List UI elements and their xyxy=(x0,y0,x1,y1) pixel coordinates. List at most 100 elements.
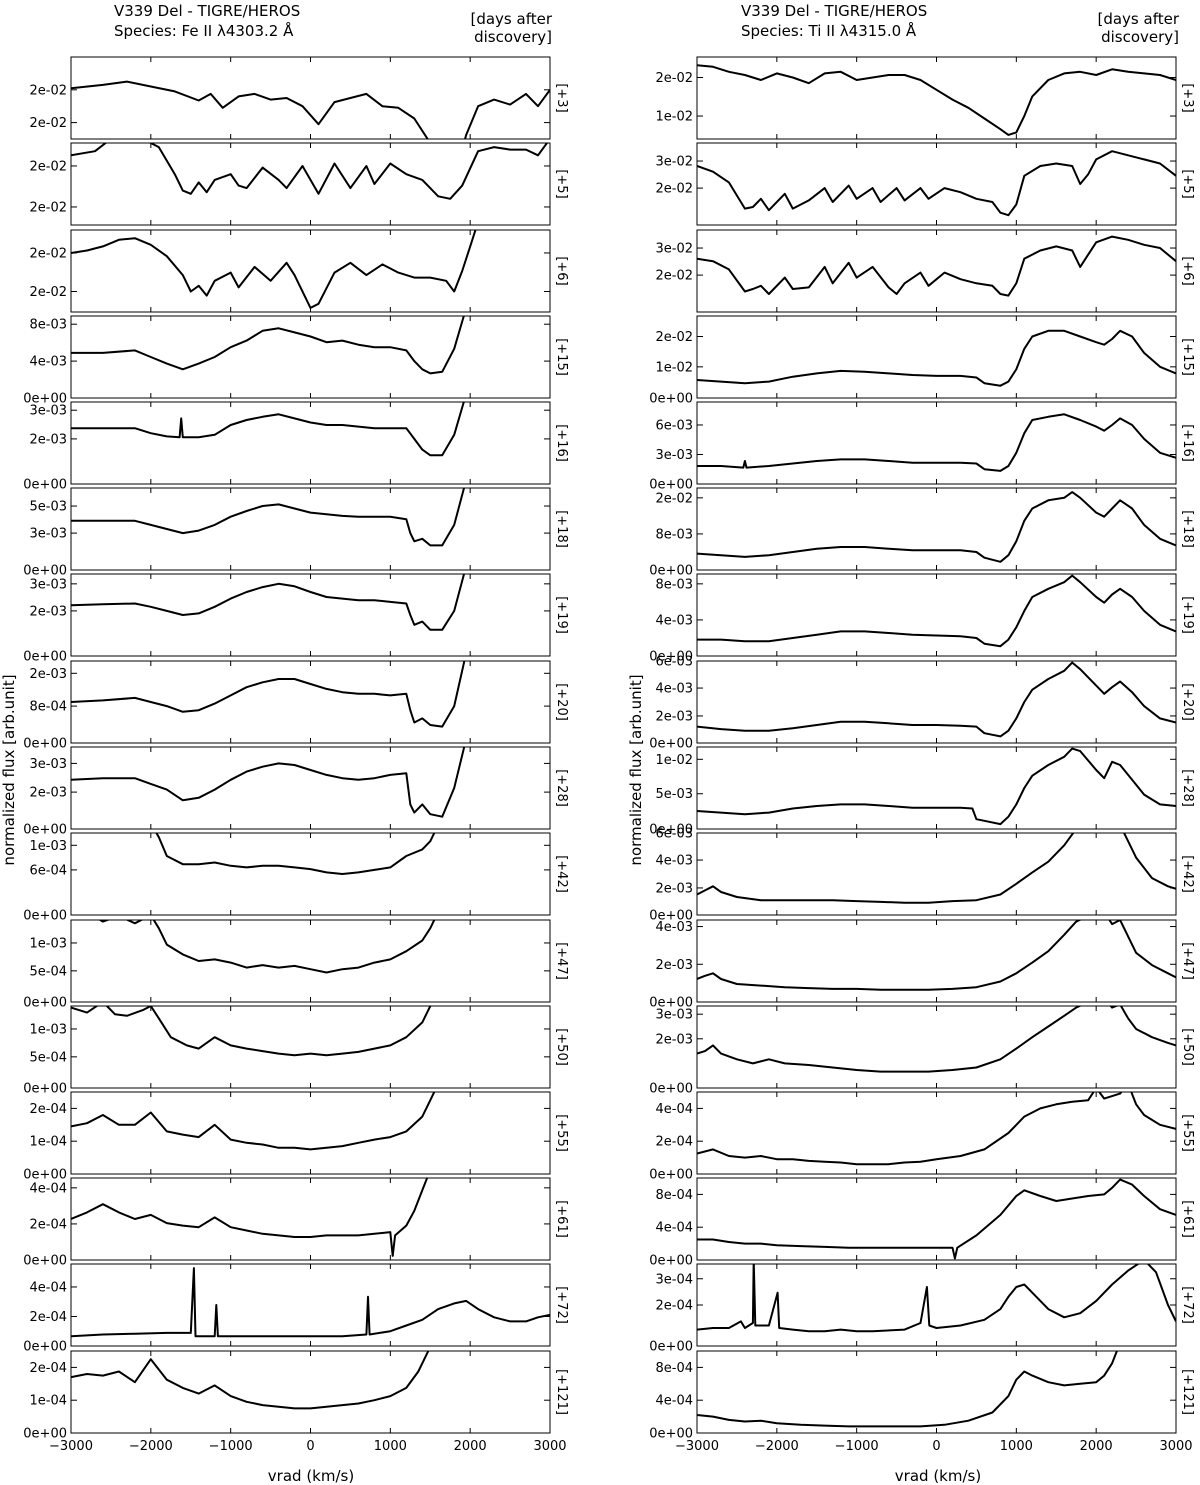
left-y-tick-label: 2e-04 xyxy=(29,1217,67,1232)
right-y-tick-label: 3e-03 xyxy=(655,448,693,463)
right-days-header-line1: [days after xyxy=(1097,10,1179,28)
right-y-tick-label: 4e-03 xyxy=(655,682,693,697)
left-day-label: [+121] xyxy=(554,1369,569,1415)
right-y-tick-label: 6e-03 xyxy=(655,418,693,433)
right-panel-frame xyxy=(696,1091,1177,1175)
right-spectrum-line-14 xyxy=(697,1178,1176,1260)
right-y-axis-label: normalized flux [arb.unit] xyxy=(627,674,645,865)
right-spectrum-line-8 xyxy=(697,661,1176,738)
left-panel-frame xyxy=(70,1091,551,1175)
left-panel-frame xyxy=(70,1350,551,1434)
right-y-tick-label: 1e-02 xyxy=(655,360,693,375)
left-species: Species: Fe II λ4303.2 Å xyxy=(114,21,294,40)
left-y-tick-label: 3e-03 xyxy=(29,404,67,419)
left-panel-2: 2e-02 2e-02 [+5] xyxy=(29,142,569,226)
left-y-tick-label: 3e-03 xyxy=(29,757,67,772)
left-y-tick-label: 2e-02 xyxy=(29,285,67,300)
right-day-label: [+20] xyxy=(1180,683,1195,721)
right-y-tick-label: 4e-03 xyxy=(655,854,693,869)
left-y-tick-label: 0e+00 xyxy=(23,909,67,924)
right-panel-1: 2e-02 1e-02 [+3] xyxy=(655,56,1195,140)
left-day-label: [+19] xyxy=(554,596,569,634)
right-y-tick-label: 2e-02 xyxy=(655,269,693,284)
right-spectrum-line-12 xyxy=(697,1006,1176,1073)
right-y-tick-label: 4e-04 xyxy=(655,1221,693,1236)
right-y-tick-label: 1e-02 xyxy=(655,753,693,768)
right-panel-6: 2e-02 8e-03 0e+00 [+18] xyxy=(649,487,1195,579)
left-y-tick-label: 1e-03 xyxy=(29,1022,67,1037)
right-y-tick-label: 0e+00 xyxy=(649,478,693,493)
right-y-tick-label: 0e+00 xyxy=(649,392,693,407)
right-panel-frame xyxy=(696,315,1177,399)
left-days-header-line2: discovery] xyxy=(474,28,552,46)
left-day-label: [+55] xyxy=(554,1114,569,1152)
right-day-label: [+28] xyxy=(1180,769,1195,807)
left-days-header-line1: [days after xyxy=(470,10,552,28)
left-spectrum-line-7 xyxy=(71,574,466,631)
right-y-tick-label: 1e-02 xyxy=(655,110,693,125)
left-y-tick-label: 1e-03 xyxy=(29,936,67,951)
left-y-tick-label: 4e-04 xyxy=(29,1280,67,1295)
right-panel-frame xyxy=(696,1005,1177,1089)
left-panel-1: 2e-02 2e-02 [+3] xyxy=(29,56,569,140)
right-x-tick-label: −2000 xyxy=(755,1439,799,1454)
right-panel-frame xyxy=(696,746,1177,830)
left-spectrum-line-11 xyxy=(98,920,436,974)
left-spectrum-line-12 xyxy=(71,1006,432,1057)
left-spectrum-line-1 xyxy=(71,80,550,139)
left-panel-10: 1e-03 6e-04 0e+00 [+42] xyxy=(23,832,569,924)
right-spectrum-line-9 xyxy=(697,747,1176,826)
right-y-tick-label: 2e-02 xyxy=(655,330,693,345)
right-y-tick-label: 3e-02 xyxy=(655,155,693,170)
left-panel-frame xyxy=(70,573,551,657)
left-y-tick-label: 1e-03 xyxy=(29,839,67,854)
left-x-axis-label: vrad (km/s) xyxy=(268,1467,354,1485)
right-day-label: [+55] xyxy=(1180,1114,1195,1152)
right-spectrum-line-2 xyxy=(697,150,1176,217)
right-day-label: [+50] xyxy=(1180,1028,1195,1066)
left-spectrum-line-3 xyxy=(71,230,477,309)
right-y-tick-label: 2e-04 xyxy=(655,1135,693,1150)
right-panel-9: 1e-02 5e-03 0e+00 [+28] xyxy=(649,746,1195,838)
right-panel-frame xyxy=(696,1263,1177,1347)
right-day-label: [+5] xyxy=(1180,169,1195,198)
right-y-tick-label: 2e-02 xyxy=(655,71,693,86)
right-panel-5: 6e-03 3e-03 0e+00 [+16] xyxy=(649,401,1195,493)
right-x-tick-label: 0 xyxy=(932,1439,940,1454)
left-y-tick-label: 2e-03 xyxy=(29,604,67,619)
left-panel-stack: 2e-02 2e-02 [+3] 2e-02 2e-02 [+5] 2e-02 2e-02 [+… xyxy=(23,56,569,1454)
right-spectrum-line-6 xyxy=(697,491,1176,563)
left-panel-8: 2e-03 8e-04 0e+00 [+20] xyxy=(23,660,569,752)
left-y-tick-label: 0e+00 xyxy=(23,1340,67,1355)
left-y-tick-label: 5e-03 xyxy=(29,500,67,515)
left-y-tick-label: 8e-03 xyxy=(29,318,67,333)
right-y-tick-label: 2e-02 xyxy=(655,182,693,197)
left-y-tick-label: 2e-04 xyxy=(29,1310,67,1325)
left-panel-frame xyxy=(70,1005,551,1089)
right-spectrum-line-1 xyxy=(697,64,1176,136)
left-panel-frame xyxy=(70,919,551,1003)
right-y-tick-label: 0e+00 xyxy=(649,909,693,924)
left-y-tick-label: 0e+00 xyxy=(23,564,67,579)
right-y-tick-label: 0e+00 xyxy=(649,1254,693,1269)
right-day-label: [+19] xyxy=(1180,596,1195,634)
right-x-tick-label: −1000 xyxy=(835,1439,879,1454)
left-y-tick-label: 5e-04 xyxy=(29,1050,67,1065)
left-panel-11: 1e-03 5e-04 0e+00 [+47] xyxy=(23,919,569,1011)
right-panel-15: 3e-04 2e-04 0e+00 [+72] xyxy=(649,1263,1195,1355)
left-y-tick-label: 6e-04 xyxy=(29,863,67,878)
left-y-tick-label: 0e+00 xyxy=(23,478,67,493)
left-y-tick-label: 2e-04 xyxy=(29,1102,67,1117)
right-day-label: [+15] xyxy=(1180,338,1195,376)
right-panel-10: 6e-03 4e-03 2e-03 0e+00 [+42] xyxy=(649,827,1195,924)
left-spectrum-line-4 xyxy=(71,316,465,375)
left-y-tick-label: 3e-03 xyxy=(29,577,67,592)
left-day-label: [+6] xyxy=(554,256,569,285)
right-y-tick-label: 4e-04 xyxy=(655,1102,693,1117)
right-y-tick-label: 0e+00 xyxy=(649,564,693,579)
left-panel-6: 5e-03 3e-03 0e+00 [+18] xyxy=(23,487,569,579)
right-y-tick-label: 8e-04 xyxy=(655,1361,693,1376)
left-y-tick-label: 0e+00 xyxy=(23,1427,67,1442)
right-spectrum-line-5 xyxy=(697,413,1176,472)
